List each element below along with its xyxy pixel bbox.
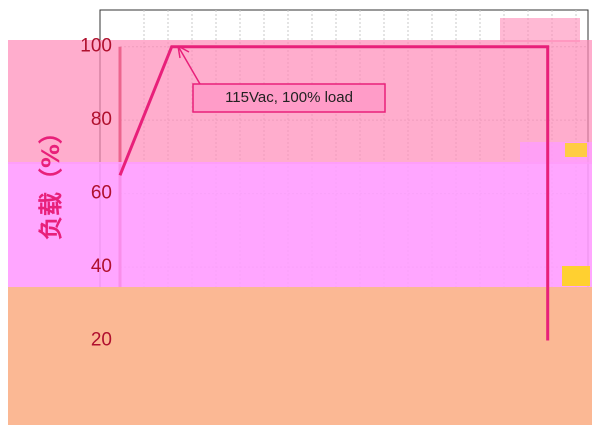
- annotation: 115Vac, 100% load: [225, 89, 353, 106]
- overlay-violet: [8, 162, 592, 287]
- overlay-yellow: [565, 143, 587, 157]
- overlay-peach: [8, 287, 592, 425]
- y-tick-label: 100: [80, 36, 112, 57]
- line-series: [118, 45, 550, 341]
- y-axis-label: 负载（%）: [37, 120, 65, 240]
- labels: 负载（%） 20 40 60 80 100 115Vac, 100% load: [37, 36, 550, 351]
- overlay-pink-small: [500, 18, 580, 42]
- y-tick-label: 80: [91, 109, 112, 130]
- overlays: [8, 18, 592, 425]
- annotation-box: [192, 83, 386, 113]
- y-tick-label: 40: [91, 256, 112, 277]
- overlay-yellow: [562, 266, 590, 286]
- y-tick-label: 20: [91, 330, 112, 351]
- annotation-arrow: [177, 45, 201, 85]
- y-tick-label: 60: [91, 183, 112, 204]
